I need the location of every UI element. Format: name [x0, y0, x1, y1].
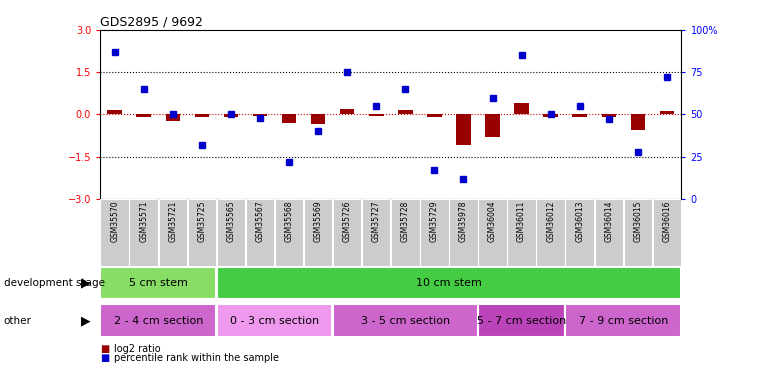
- Text: GSM35571: GSM35571: [139, 201, 148, 242]
- Bar: [369, 114, 383, 116]
- Bar: [159, 199, 187, 266]
- Bar: [537, 199, 565, 266]
- Bar: [601, 114, 616, 117]
- Bar: [653, 199, 681, 266]
- Bar: [311, 114, 326, 124]
- Text: GDS2895 / 9692: GDS2895 / 9692: [100, 16, 203, 29]
- Text: GSM35570: GSM35570: [110, 201, 119, 242]
- Text: 0 - 3 cm section: 0 - 3 cm section: [230, 316, 319, 326]
- Bar: [253, 114, 267, 116]
- Bar: [166, 114, 180, 122]
- Bar: [478, 304, 565, 337]
- Bar: [572, 114, 587, 117]
- Bar: [275, 199, 303, 266]
- Text: 2 - 4 cm section: 2 - 4 cm section: [113, 316, 203, 326]
- Bar: [223, 114, 238, 117]
- Bar: [136, 114, 151, 117]
- Text: GSM36004: GSM36004: [488, 201, 497, 242]
- Bar: [449, 199, 477, 266]
- Text: GSM35568: GSM35568: [285, 201, 293, 242]
- Bar: [333, 304, 477, 337]
- Bar: [660, 111, 675, 114]
- Text: 3 - 5 cm section: 3 - 5 cm section: [361, 316, 450, 326]
- Text: GSM36012: GSM36012: [546, 201, 555, 242]
- Text: GSM35726: GSM35726: [343, 201, 352, 242]
- Text: 7 - 9 cm section: 7 - 9 cm section: [578, 316, 668, 326]
- Bar: [391, 199, 420, 266]
- Text: percentile rank within the sample: percentile rank within the sample: [114, 353, 279, 363]
- Text: GSM35565: GSM35565: [226, 201, 236, 242]
- Text: ■: ■: [100, 353, 109, 363]
- Text: ▶: ▶: [82, 314, 91, 327]
- Bar: [129, 199, 158, 266]
- Text: GSM35569: GSM35569: [313, 201, 323, 242]
- Text: GSM35978: GSM35978: [459, 201, 468, 242]
- Text: GSM35567: GSM35567: [256, 201, 264, 242]
- Text: GSM35727: GSM35727: [372, 201, 380, 242]
- Text: GSM35729: GSM35729: [430, 201, 439, 242]
- Bar: [216, 199, 245, 266]
- Text: GSM35725: GSM35725: [197, 201, 206, 242]
- Bar: [100, 199, 129, 266]
- Text: 5 - 7 cm section: 5 - 7 cm section: [477, 316, 566, 326]
- Bar: [456, 114, 470, 146]
- Bar: [594, 199, 623, 266]
- Bar: [398, 110, 413, 114]
- Bar: [246, 199, 274, 266]
- Text: GSM35728: GSM35728: [401, 201, 410, 242]
- Text: 10 cm stem: 10 cm stem: [416, 278, 482, 288]
- Bar: [216, 304, 333, 337]
- Bar: [514, 103, 529, 114]
- Bar: [362, 199, 390, 266]
- Bar: [340, 110, 354, 114]
- Bar: [100, 267, 216, 299]
- Text: ■: ■: [100, 344, 109, 354]
- Bar: [478, 199, 507, 266]
- Text: GSM36015: GSM36015: [634, 201, 642, 242]
- Bar: [188, 199, 216, 266]
- Bar: [631, 114, 645, 130]
- Text: ▶: ▶: [82, 277, 91, 290]
- Text: log2 ratio: log2 ratio: [114, 344, 161, 354]
- Bar: [565, 199, 594, 266]
- Bar: [107, 110, 122, 114]
- Bar: [565, 304, 681, 337]
- Text: 5 cm stem: 5 cm stem: [129, 278, 188, 288]
- Text: GSM35721: GSM35721: [169, 201, 177, 242]
- Bar: [624, 199, 652, 266]
- Bar: [304, 199, 333, 266]
- Bar: [507, 199, 536, 266]
- Bar: [420, 199, 449, 266]
- Text: GSM36013: GSM36013: [575, 201, 584, 242]
- Text: development stage: development stage: [4, 278, 105, 288]
- Text: GSM36011: GSM36011: [517, 201, 526, 242]
- Text: GSM36016: GSM36016: [662, 201, 671, 242]
- Bar: [195, 114, 209, 117]
- Bar: [100, 304, 216, 337]
- Bar: [282, 114, 296, 123]
- Bar: [427, 114, 442, 117]
- Text: GSM36014: GSM36014: [604, 201, 613, 242]
- Bar: [333, 199, 361, 266]
- Text: other: other: [4, 316, 32, 326]
- Bar: [485, 114, 500, 137]
- Bar: [216, 267, 681, 299]
- Bar: [544, 114, 558, 117]
